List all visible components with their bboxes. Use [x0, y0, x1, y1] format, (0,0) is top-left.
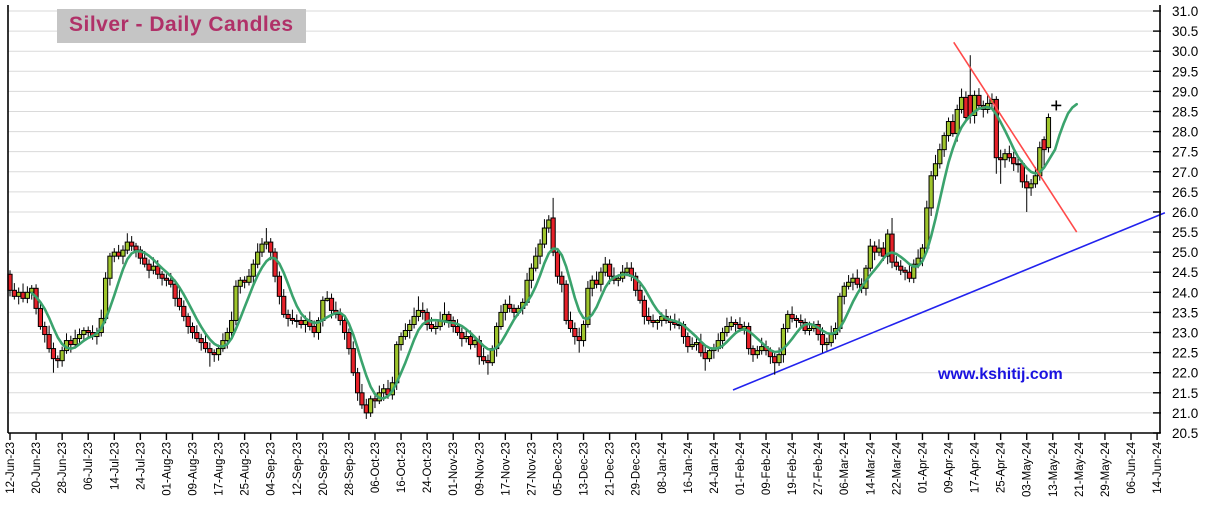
resistance-trendline — [953, 41, 1078, 233]
svg-text:01-Apr-24: 01-Apr-24 — [917, 441, 929, 493]
svg-text:22.0: 22.0 — [1172, 366, 1198, 381]
watermark-link[interactable]: www.kshitij.com — [938, 366, 1063, 383]
svg-text:21-Dec-23: 21-Dec-23 — [605, 442, 617, 496]
svg-text:24.5: 24.5 — [1172, 265, 1198, 280]
svg-text:25-Aug-23: 25-Aug-23 — [240, 442, 252, 496]
svg-text:24-Oct-23: 24-Oct-23 — [422, 442, 434, 493]
svg-text:26.5: 26.5 — [1172, 185, 1198, 200]
svg-text:23.5: 23.5 — [1172, 305, 1198, 320]
svg-text:27-Feb-24: 27-Feb-24 — [813, 441, 825, 495]
svg-text:24.0: 24.0 — [1172, 285, 1198, 300]
svg-text:17-Nov-23: 17-Nov-23 — [500, 442, 512, 496]
svg-text:12-Sep-23: 12-Sep-23 — [292, 442, 304, 496]
last-price-marker — [1051, 100, 1062, 111]
svg-text:20-Jun-23: 20-Jun-23 — [31, 442, 43, 494]
svg-text:30.0: 30.0 — [1172, 44, 1198, 59]
svg-text:25.0: 25.0 — [1172, 245, 1198, 260]
svg-text:28.0: 28.0 — [1172, 125, 1198, 140]
svg-text:29.5: 29.5 — [1172, 64, 1198, 79]
svg-text:28-Sep-23: 28-Sep-23 — [344, 442, 356, 496]
svg-text:12-Jun-23: 12-Jun-23 — [5, 442, 17, 494]
svg-text:30.5: 30.5 — [1172, 24, 1198, 39]
svg-text:09-Aug-23: 09-Aug-23 — [187, 442, 199, 496]
svg-text:20.5: 20.5 — [1172, 426, 1198, 441]
y-axis-labels: 31.0 30.5 30.0 29.5 29.0 28.5 28.0 27.5 27.0 26.5… — [1153, 4, 1198, 441]
svg-text:24-Jul-23: 24-Jul-23 — [135, 442, 147, 490]
svg-text:14-Jul-23: 14-Jul-23 — [109, 442, 121, 490]
svg-text:05-Dec-23: 05-Dec-23 — [552, 442, 564, 496]
svg-text:13-Dec-23: 13-Dec-23 — [579, 442, 591, 496]
svg-text:19-Feb-24: 19-Feb-24 — [787, 441, 799, 495]
svg-text:06-Mar-24: 06-Mar-24 — [839, 441, 851, 495]
svg-text:22.5: 22.5 — [1172, 346, 1198, 361]
svg-text:22-Mar-24: 22-Mar-24 — [891, 441, 903, 495]
svg-text:08-Jan-24: 08-Jan-24 — [657, 441, 669, 493]
svg-text:09-Feb-24: 09-Feb-24 — [761, 441, 773, 495]
moving-average-line — [30, 102, 1078, 400]
svg-text:28-Jun-23: 28-Jun-23 — [57, 442, 69, 494]
svg-text:03-May-24: 03-May-24 — [1022, 441, 1034, 497]
x-axis-labels: 12-Jun-23 20-Jun-23 28-Jun-23 06-Jul-23 14-J… — [5, 433, 1164, 497]
svg-text:13-May-24: 13-May-24 — [1048, 441, 1060, 497]
svg-text:29.0: 29.0 — [1172, 84, 1198, 99]
svg-text:17-Apr-24: 17-Apr-24 — [970, 441, 982, 493]
svg-text:29-Dec-23: 29-Dec-23 — [631, 442, 643, 496]
svg-text:28.5: 28.5 — [1172, 104, 1198, 119]
svg-text:16-Oct-23: 16-Oct-23 — [396, 442, 408, 493]
svg-text:25-Apr-24: 25-Apr-24 — [996, 441, 1008, 493]
support-trendline — [732, 212, 1166, 391]
svg-text:26.0: 26.0 — [1172, 205, 1198, 220]
svg-text:31.0: 31.0 — [1172, 4, 1198, 19]
svg-text:01-Feb-24: 01-Feb-24 — [735, 441, 747, 495]
svg-text:01-Nov-23: 01-Nov-23 — [448, 442, 460, 496]
svg-text:06-Jul-23: 06-Jul-23 — [83, 442, 95, 490]
svg-text:21-May-24: 21-May-24 — [1074, 441, 1086, 497]
svg-text:09-Apr-24: 09-Apr-24 — [944, 441, 956, 493]
svg-text:21.0: 21.0 — [1172, 406, 1198, 421]
svg-text:06-Jun-24: 06-Jun-24 — [1126, 441, 1138, 493]
svg-text:14-Jun-24: 14-Jun-24 — [1152, 441, 1164, 493]
svg-text:21.5: 21.5 — [1172, 386, 1198, 401]
svg-text:24-Jan-24: 24-Jan-24 — [709, 441, 721, 493]
svg-text:27.5: 27.5 — [1172, 145, 1198, 160]
svg-text:27-Nov-23: 27-Nov-23 — [526, 442, 538, 496]
svg-text:06-Oct-23: 06-Oct-23 — [370, 442, 382, 493]
svg-text:17-Aug-23: 17-Aug-23 — [214, 442, 226, 496]
svg-text:01-Aug-23: 01-Aug-23 — [161, 442, 173, 496]
svg-text:25.5: 25.5 — [1172, 225, 1198, 240]
svg-text:04-Sep-23: 04-Sep-23 — [266, 442, 278, 496]
svg-text:29-May-24: 29-May-24 — [1100, 441, 1112, 497]
svg-text:23.0: 23.0 — [1172, 326, 1198, 341]
svg-text:09-Nov-23: 09-Nov-23 — [474, 442, 486, 496]
svg-text:27.0: 27.0 — [1172, 165, 1198, 180]
svg-text:20-Sep-23: 20-Sep-23 — [318, 442, 330, 496]
chart-title: Silver - Daily Candles — [57, 9, 306, 43]
svg-text:16-Jan-24: 16-Jan-24 — [683, 441, 695, 493]
svg-text:14-Mar-24: 14-Mar-24 — [865, 441, 877, 495]
candles-layer — [7, 55, 1052, 419]
